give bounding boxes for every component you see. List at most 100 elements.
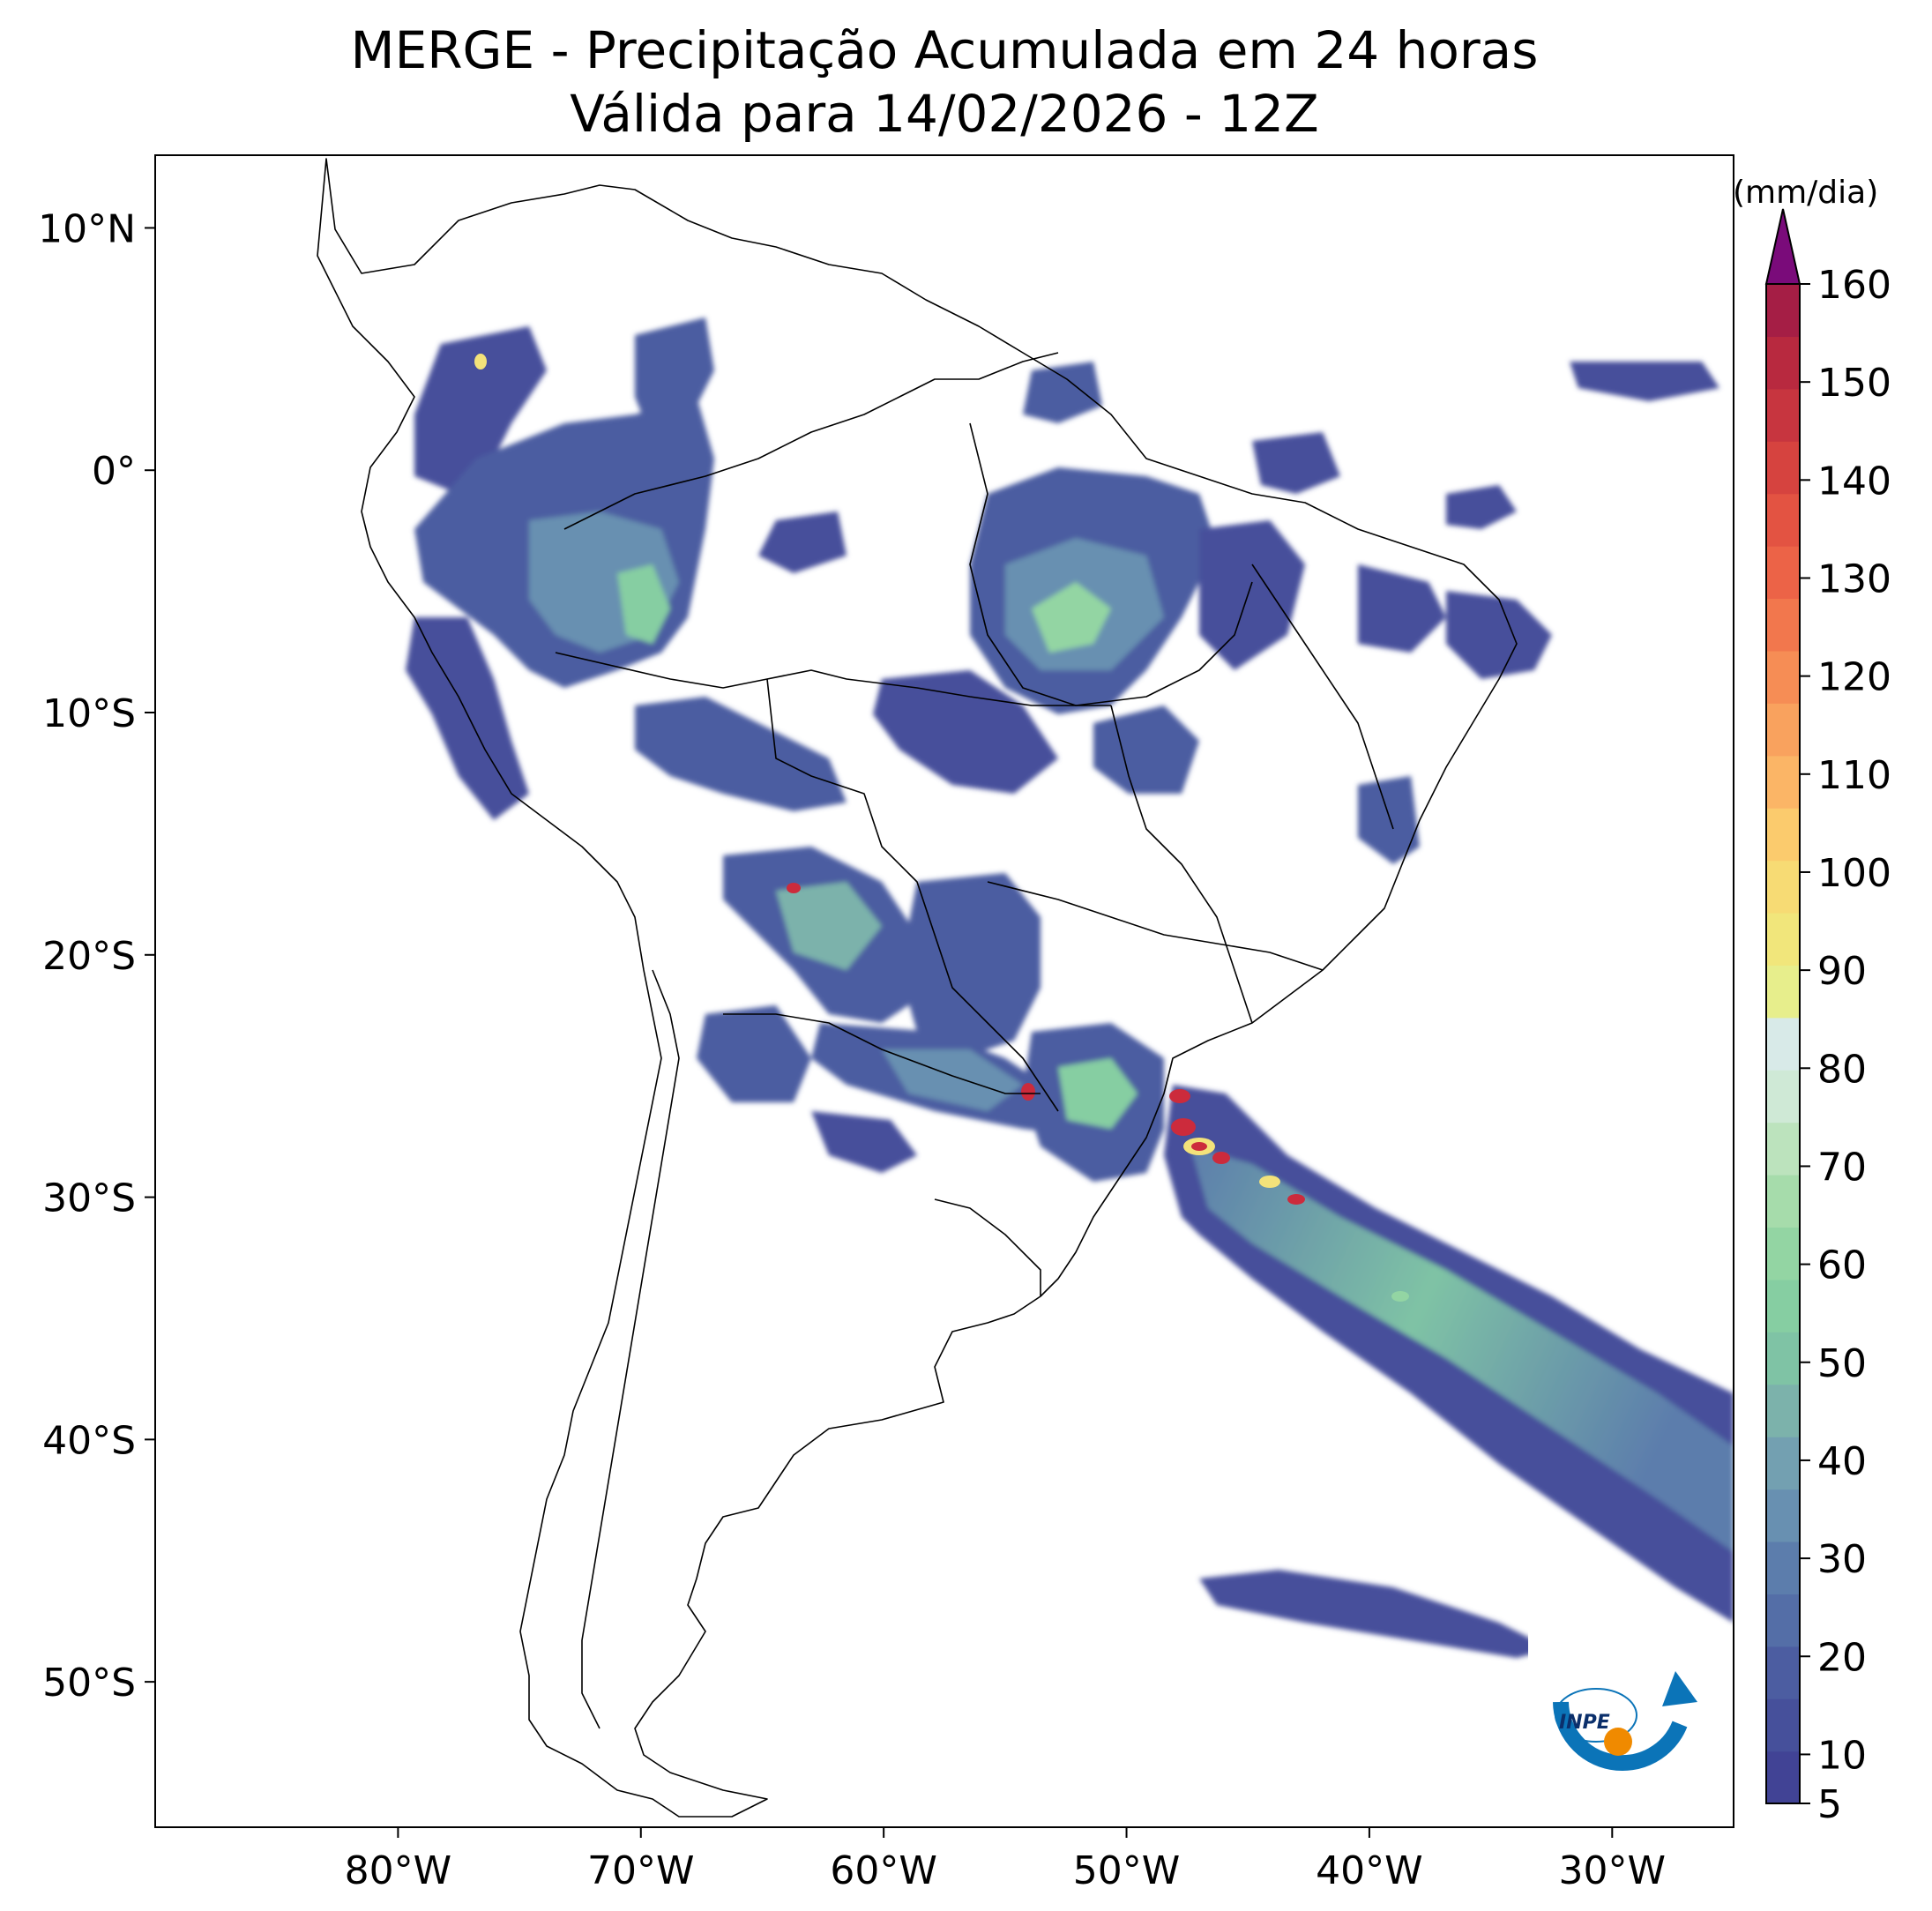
colorbar-tick-label: 10 (1817, 1733, 1867, 1778)
precip-area-atlantic-north (1252, 432, 1340, 494)
precip-area-amazon-northwest (635, 317, 714, 441)
colorbar-tick-label: 5 (1817, 1782, 1842, 1827)
precip-core-western-amazon-light (617, 564, 670, 644)
longitude-axis: 80°W 70°W 60°W 50°W 40°W 30°W (345, 1827, 1666, 1893)
colorbar-segment (1766, 1384, 1800, 1437)
precip-core-para-light (1032, 582, 1111, 653)
border-brazil-states-2 (1110, 705, 1253, 1024)
border-argentina-chile (581, 969, 680, 1729)
colorbar-segment (1766, 1489, 1800, 1542)
colorbar-tick-label: 90 (1817, 949, 1867, 994)
colorbar-tick-label: 40 (1817, 1439, 1867, 1484)
colorbar-segment (1766, 1541, 1800, 1594)
colorbar: 510 20 30 40 50 60 70 80 90 100 110 120 130 140 150 160 (1764, 208, 1891, 1827)
precip-area-northeast-coast (1446, 591, 1552, 679)
lon-tick-label: 80°W (345, 1848, 452, 1893)
colorbar-tick-label: 60 (1817, 1243, 1867, 1288)
lat-tick-label: 0° (92, 449, 136, 494)
precip-area-amazon-central (758, 511, 847, 573)
precip-area-maranhao (1199, 520, 1305, 670)
colorbar-tick-label: 150 (1817, 361, 1891, 406)
colorbar-segment (1766, 493, 1800, 547)
colorbar-segment (1766, 703, 1800, 757)
colorbar-tick-label: 70 (1817, 1145, 1867, 1190)
colorbar-tick-label: 20 (1817, 1635, 1867, 1680)
colorbar-segment (1766, 912, 1800, 966)
precip-cell-red (1171, 1118, 1196, 1136)
country-borders-coastline (317, 158, 1518, 1818)
precip-area-chaco (811, 1111, 917, 1173)
lon-tick-label: 40°W (1316, 1848, 1423, 1893)
precip-area-peru (406, 617, 529, 820)
colorbar-segment (1766, 860, 1800, 914)
colorbar-segment (1766, 1437, 1800, 1490)
lon-tick-label: 70°W (587, 1848, 695, 1893)
colorbar-segment (1766, 965, 1800, 1019)
colorbar-tick-label: 160 (1817, 263, 1891, 308)
colorbar-tick-label: 80 (1817, 1047, 1867, 1092)
lat-tick-label: 10°S (42, 691, 136, 736)
precip-area-atlantic-north-3 (1570, 362, 1719, 401)
colorbar-segment (1766, 598, 1800, 652)
colorbar-segment (1766, 1332, 1800, 1385)
lon-tick-label: 50°W (1073, 1848, 1181, 1893)
lat-tick-label: 50°S (42, 1661, 136, 1706)
precip-area-argentina-north (697, 1005, 811, 1102)
colorbar-tick-label: 140 (1817, 459, 1891, 504)
border-brazil-states-4 (1251, 564, 1394, 830)
precip-core-bolivia-south (776, 882, 882, 970)
colorbar-segment (1766, 650, 1800, 704)
precip-area-south-atlantic-low (1199, 1570, 1552, 1658)
lat-tick-label: 20°S (42, 934, 136, 979)
colorbar-tick-label: 100 (1817, 851, 1891, 896)
border-uruguay (934, 1198, 1041, 1296)
colorbar-segment (1766, 755, 1800, 809)
precip-area-mato-grosso-sul (899, 873, 1041, 1058)
colorbar-segment (1766, 1594, 1800, 1647)
colorbar-segment (1766, 1175, 1800, 1228)
border-brazil-bolivia (766, 678, 1059, 1112)
precip-cell-red (1191, 1142, 1207, 1151)
precip-intense-cells (474, 354, 1409, 1302)
precip-core-paraguay-parana (882, 1049, 1023, 1111)
border-amazon-north (563, 352, 1059, 530)
map-title-line1: MERGE - Precipitação Acumulada em 24 hor… (350, 20, 1539, 80)
colorbar-segment (1766, 1751, 1800, 1804)
precip-cell-yellow (1259, 1176, 1280, 1188)
colorbar-tick-label: 50 (1817, 1341, 1867, 1386)
precip-area-atlantic-north-2 (1446, 485, 1517, 529)
precip-core-parana-sc (1058, 1058, 1138, 1129)
precip-area-bolivia-north (635, 697, 847, 811)
logo-text: INPE (1559, 1712, 1610, 1734)
precip-cell-red (787, 883, 801, 893)
border-argentina-paraguay (723, 1013, 1041, 1094)
precip-area-amapa (1023, 362, 1102, 423)
colorbar-tick-label: 110 (1817, 753, 1891, 798)
lon-tick-label: 30°W (1559, 1848, 1667, 1893)
inpe-logo: INPE (1528, 1624, 1718, 1783)
border-brazil-west (555, 652, 1111, 706)
colorbar-segment (1766, 1646, 1800, 1699)
colorbar-segment (1766, 808, 1800, 862)
colorbar-segment (1766, 546, 1800, 600)
colorbar-segment (1766, 284, 1800, 338)
lon-tick-label: 60°W (830, 1848, 937, 1893)
precipitation-field (406, 317, 1734, 1658)
precip-band-south-atlantic-core (1190, 1146, 1734, 1552)
precip-cell-red (1021, 1083, 1035, 1101)
border-brazil-states-1 (969, 422, 1253, 706)
lat-tick-label: 40°S (42, 1418, 136, 1463)
colorbar-segment (1766, 1227, 1800, 1280)
colorbar-segment (1766, 388, 1800, 442)
logo-arrow-icon (1662, 1671, 1697, 1706)
logo-arc-icon (1553, 1701, 1688, 1772)
precip-cell-red (1212, 1152, 1230, 1164)
colorbar-frame (1765, 283, 1801, 1804)
lat-tick-label: 10°N (38, 206, 136, 251)
map-plot-area: INPE (155, 155, 1734, 1827)
colorbar-segment (1766, 441, 1800, 495)
colorbar-extend-arrow (1764, 208, 1801, 285)
colorbar-segment (1766, 1017, 1800, 1071)
precip-area-tocantins (873, 670, 1058, 794)
